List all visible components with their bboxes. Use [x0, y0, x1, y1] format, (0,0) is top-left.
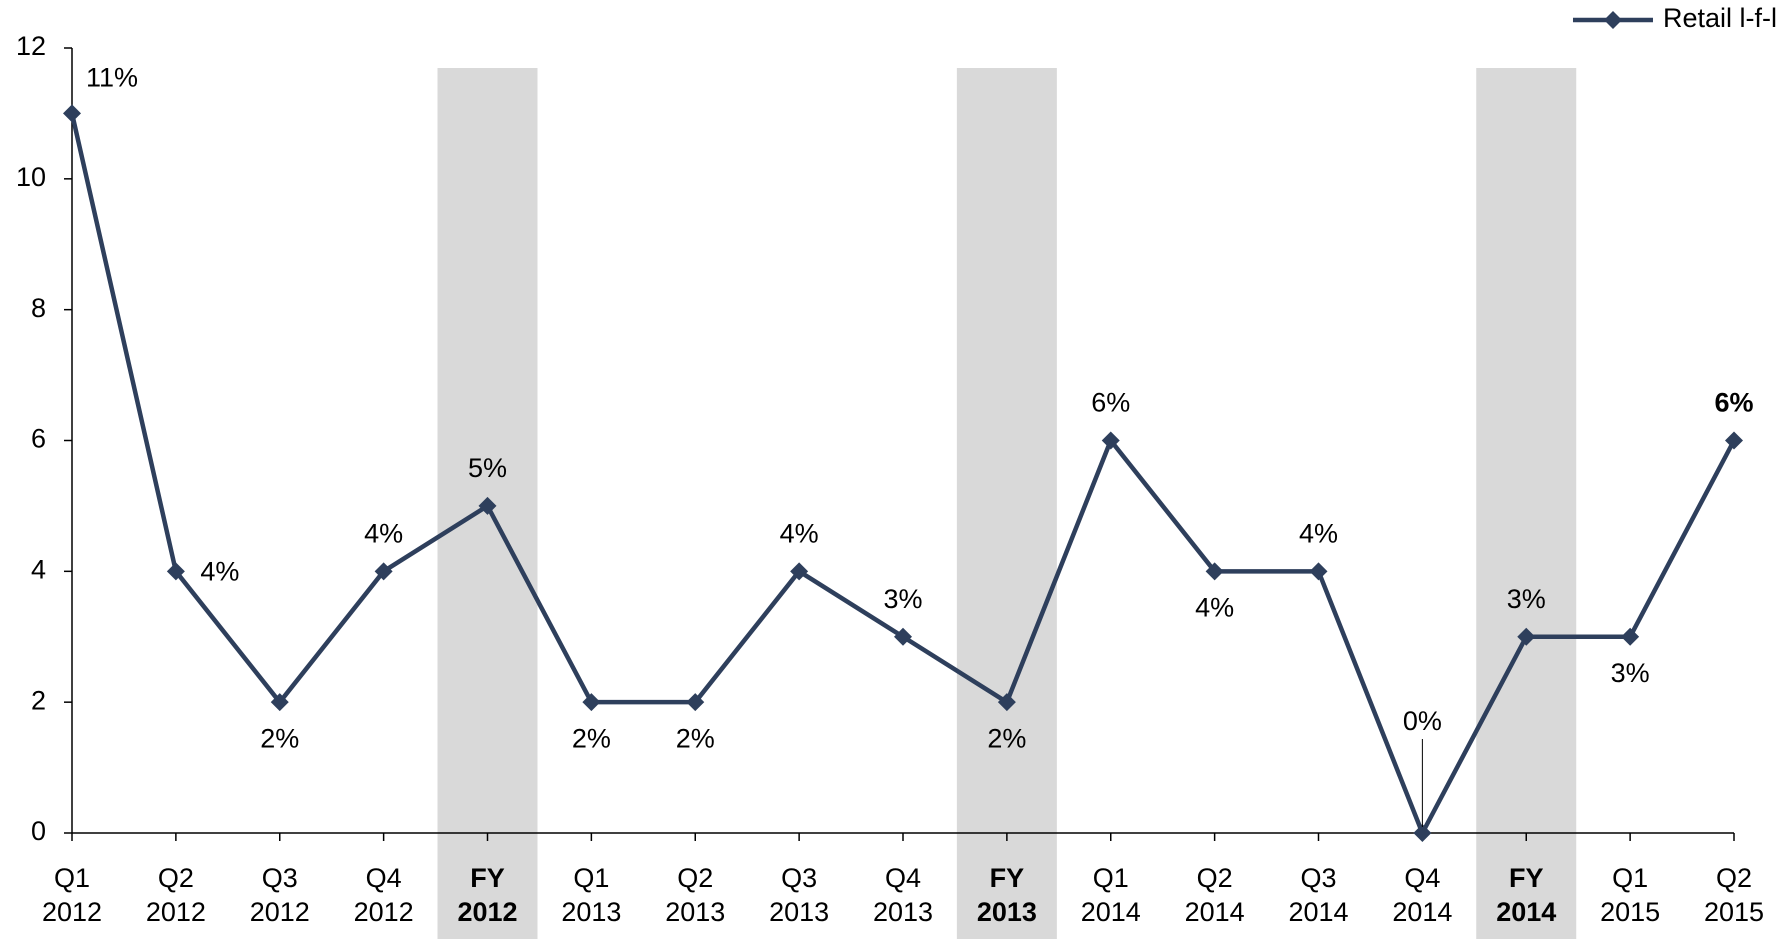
x-tick-label: Q2: [158, 863, 194, 893]
x-tick-label: Q1: [54, 863, 90, 893]
marker: [894, 627, 912, 646]
x-tick-label: 2013: [769, 897, 829, 927]
data-label: 4%: [200, 556, 239, 586]
x-tick-label: 2014: [1081, 897, 1141, 927]
data-label: 4%: [1195, 592, 1234, 622]
x-tick-label: Q1: [1612, 863, 1648, 893]
x-tick-label: Q3: [1300, 863, 1336, 893]
marker: [790, 562, 809, 581]
x-tick-label: 2013: [873, 897, 933, 927]
data-label: 4%: [364, 518, 403, 548]
x-tick-label: Q3: [781, 863, 817, 893]
data-label: 4%: [1299, 518, 1338, 548]
x-tick-label: 2013: [561, 897, 621, 927]
marker: [997, 693, 1016, 712]
data-label: 2%: [260, 723, 299, 753]
x-tick-label: 2014: [1288, 897, 1348, 927]
y-tick-label: 4: [31, 554, 46, 584]
x-tick-label: 2012: [146, 897, 206, 927]
x-tick-label: Q2: [1197, 863, 1233, 893]
y-tick-label: 2: [31, 685, 46, 715]
marker: [1205, 562, 1224, 581]
data-label: 3%: [1507, 584, 1546, 614]
y-tick-label: 8: [31, 293, 46, 323]
data-label: 3%: [1611, 658, 1650, 688]
x-tick-label: 2014: [1185, 897, 1245, 927]
x-tick-label: Q2: [1716, 863, 1752, 893]
y-tick-label: 0: [31, 816, 46, 846]
x-tick-label: 2013: [977, 897, 1037, 927]
marker: [1725, 431, 1743, 450]
x-tick-label: Q4: [366, 863, 402, 893]
x-tick-label: 2012: [354, 897, 414, 927]
data-label: 6%: [1714, 388, 1753, 418]
x-tick-label: Q2: [677, 863, 713, 893]
x-tick-label: 2014: [1392, 897, 1452, 927]
x-tick-label: Q4: [1404, 863, 1440, 893]
marker: [686, 693, 705, 712]
marker: [1309, 562, 1328, 581]
data-label: 4%: [780, 518, 819, 548]
data-label: 0%: [1403, 706, 1442, 736]
data-label: 5%: [468, 453, 507, 483]
x-tick-label: FY: [470, 863, 505, 893]
legend-label: Retail l-f-l: [1663, 3, 1777, 33]
x-tick-label: 2014: [1496, 897, 1556, 927]
highlight-band: [956, 68, 1057, 939]
legend-marker: [1603, 11, 1622, 29]
marker: [270, 693, 289, 712]
x-tick-label: 2012: [250, 897, 310, 927]
x-tick-label: Q1: [1093, 863, 1129, 893]
data-label: 2%: [572, 723, 611, 753]
x-tick-label: Q3: [262, 863, 298, 893]
marker: [1517, 627, 1536, 646]
x-tick-label: FY: [1509, 863, 1544, 893]
marker: [63, 104, 81, 123]
x-tick-label: 2012: [42, 897, 102, 927]
marker: [478, 496, 497, 515]
data-label: 2%: [987, 723, 1026, 753]
data-label: 2%: [676, 723, 715, 753]
y-tick-label: 6: [31, 424, 46, 454]
highlight-band: [1476, 68, 1577, 939]
x-tick-label: 2015: [1704, 897, 1764, 927]
marker: [1101, 431, 1120, 450]
x-tick-label: 2015: [1600, 897, 1660, 927]
marker: [582, 693, 601, 712]
y-tick-label: 12: [16, 31, 46, 61]
marker: [374, 562, 393, 581]
x-tick-label: Q4: [885, 863, 921, 893]
data-label: 3%: [883, 584, 922, 614]
x-tick-label: 2013: [665, 897, 725, 927]
data-label: 6%: [1091, 388, 1130, 418]
x-tick-label: FY: [990, 863, 1025, 893]
x-tick-label: 2012: [457, 897, 517, 927]
y-tick-label: 10: [16, 162, 46, 192]
x-tick-label: Q1: [573, 863, 609, 893]
marker: [1621, 627, 1640, 646]
marker: [166, 562, 185, 581]
marker: [1413, 824, 1432, 842]
data-label: 11%: [86, 63, 138, 93]
